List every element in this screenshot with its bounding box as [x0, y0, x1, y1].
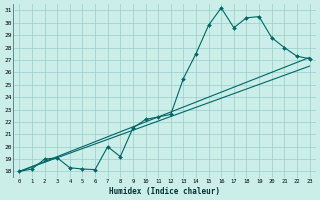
X-axis label: Humidex (Indice chaleur): Humidex (Indice chaleur): [109, 187, 220, 196]
